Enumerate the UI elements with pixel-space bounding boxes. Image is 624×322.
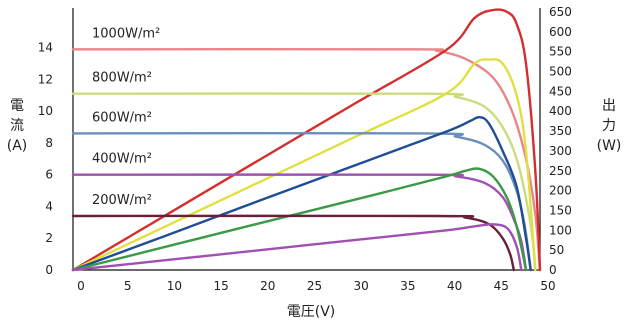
y-right-tick-label: 0 [549,263,557,277]
y-right-tick-label: 500 [549,65,572,79]
y-right-tick-label: 600 [549,25,572,39]
x-tick-label: 20 [260,279,275,293]
y-right-tick-label: 650 [549,5,572,19]
y-left-tick-label: 12 [38,72,53,86]
y-axis-right-label: 出力 (W) [597,98,622,154]
y-left-tick-label: 14 [38,41,53,55]
y-left-tick-label: 6 [45,168,53,182]
y-left-label-part: 流 [10,118,24,134]
y-right-label-part: 出 [602,98,616,114]
x-tick-label: 35 [400,279,415,293]
x-tick-label: 25 [307,279,322,293]
y-left-label-part: (A) [7,138,28,154]
series-labels: 1000W/m² 800W/m² 600W/m² 400W/m² 200W/m² [92,26,160,208]
y-right-label-part: 力 [602,118,616,134]
series-label-200w-m: 200W/m² [92,193,152,208]
y-left-tick-label: 8 [45,136,53,150]
power-curve-600w-m [71,115,532,272]
x-tick-label: 50 [540,279,555,293]
ticks-layer: 0 5 10 15 20 25 30 35 40 45 5002468101214050100150… [38,5,572,293]
y-left-label-part: 電 [10,98,24,114]
x-tick-label: 45 [494,279,509,293]
y-right-tick-label: 300 [549,144,572,158]
y-axis-left-label: 電流 (A) [7,98,28,154]
x-tick-label: 40 [447,279,462,293]
y-right-tick-label: 50 [549,243,564,257]
x-tick-label: 30 [354,279,369,293]
y-right-tick-label: 550 [549,45,572,59]
y-left-tick-label: 10 [38,104,53,118]
y-right-tick-label: 450 [549,84,572,98]
series-label-400w-m: 400W/m² [92,152,152,167]
power-curve-1000w-m [71,8,542,272]
current-curve-200w-m [71,214,515,272]
y-right-tick-label: 400 [549,104,572,118]
y-right-label-part: (W) [597,138,622,154]
x-tick-label: 15 [213,279,228,293]
curves-layer [71,8,542,272]
x-axis-label: 電圧(V) [287,304,336,320]
y-right-tick-label: 200 [549,184,572,198]
series-label-1000w-m: 1000W/m² [92,26,160,41]
x-tick-label: 5 [124,279,132,293]
current-curve-400w-m [71,173,528,272]
x-tick-label: 10 [167,279,182,293]
current-curve-1000w-m [71,47,542,272]
y-right-tick-label: 250 [549,164,572,178]
y-right-tick-label: 150 [549,203,572,217]
series-label-800w-m: 800W/m² [92,71,152,86]
x-tick-label: 0 [77,279,85,293]
y-right-tick-label: 350 [549,124,572,138]
series-label-600w-m: 600W/m² [92,110,152,125]
y-left-tick-label: 0 [45,263,53,277]
axes [72,8,541,271]
current-curve-800w-m [71,92,537,272]
y-left-tick-label: 4 [45,199,53,213]
power-curve-800w-m [71,58,537,272]
y-left-tick-label: 2 [45,231,53,245]
y-right-tick-label: 100 [549,223,572,237]
power-curve-400w-m [71,167,528,272]
power-curve-200w-m [71,223,523,272]
